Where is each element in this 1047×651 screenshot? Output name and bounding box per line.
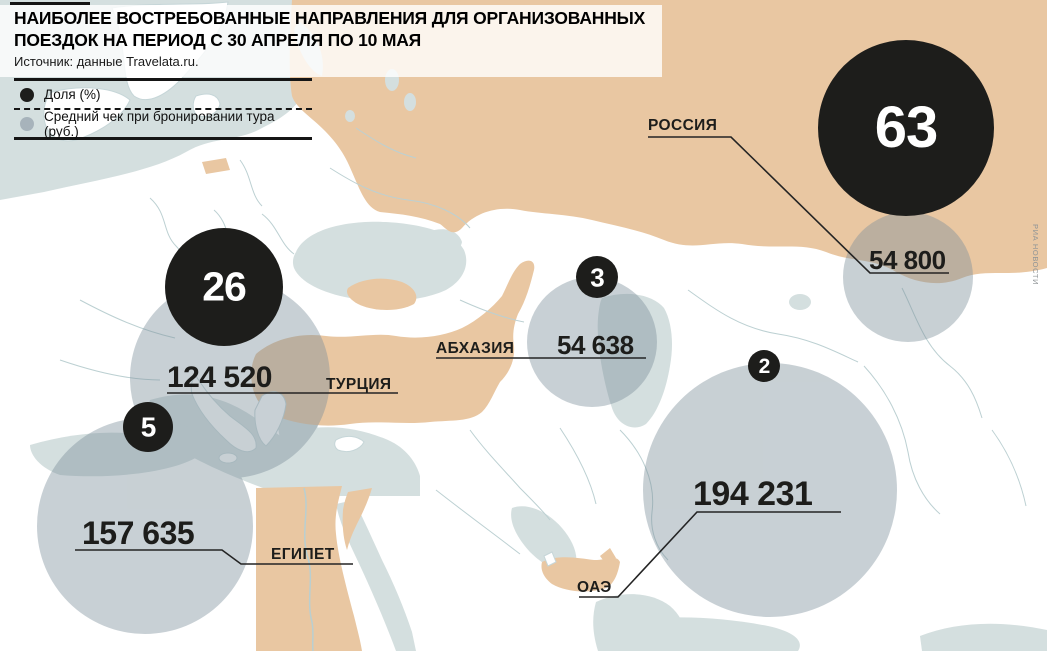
source-note: Источник: данные Travelata.ru. (14, 54, 199, 69)
egypt-check-circle (37, 418, 253, 634)
leader-lines (75, 136, 949, 598)
share-circles (123, 40, 994, 452)
avg-check-dot-icon (20, 116, 34, 131)
abkhazia-share-circle (576, 256, 618, 298)
uae-check-circle (643, 363, 897, 617)
white-peninsulas (190, 375, 557, 567)
legend-avg-check-label: Средний чек при бронировании тура (руб.) (44, 108, 275, 139)
uae-leader-line (579, 511, 841, 598)
russia-leader-line (648, 136, 949, 274)
egypt-share-circle (123, 402, 173, 452)
egypt-country-shape (256, 486, 372, 651)
abkhazia-check-circle (527, 277, 657, 407)
russia-avg-check: 54 800 (869, 245, 946, 275)
egypt-label: ЕГИПЕТ (271, 546, 335, 563)
share-dot-icon (20, 87, 34, 102)
egypt-share-value: 5 (140, 411, 157, 443)
turkey-country-shape (251, 260, 535, 426)
turkey-share-circle (165, 228, 283, 346)
turkey-share-value: 26 (202, 263, 247, 310)
title-line-2: ПОЕЗДОК НА ПЕРИОД С 30 АПРЕЛЯ ПО 10 МАЯ (14, 30, 422, 50)
turkey-check-circle (130, 278, 330, 478)
page-title: НАИБОЛЕЕ ВОСТРЕБОВАННЫЕ НАПРАВЛЕНИЯ ДЛЯ … (14, 7, 645, 51)
uae-label: ОАЭ (577, 579, 612, 596)
russia-share-circle (818, 40, 994, 216)
legend: Доля (%) Средний чек при бронировании ту… (14, 78, 312, 140)
legend-row-share: Доля (%) (14, 81, 312, 108)
abkhazia-label: АБХАЗИЯ (436, 340, 515, 357)
uae-country-shape (541, 548, 620, 592)
avg-check-circles (37, 212, 973, 634)
uae-share-circle (748, 350, 780, 382)
legend-row-avg-check: Средний чек при бронировании тура (руб.) (14, 108, 312, 139)
russia-label: РОССИЯ (648, 117, 718, 134)
uae-share-value: 2 (758, 355, 771, 379)
title-line-1: НАИБОЛЕЕ ВОСТРЕБОВАННЫЕ НАПРАВЛЕНИЯ ДЛЯ … (14, 8, 646, 28)
abkhazia-share-value: 3 (590, 262, 605, 293)
uae-avg-check: 194 231 (693, 475, 813, 513)
legend-share-label: Доля (%) (44, 87, 101, 102)
crimea-shape (347, 278, 417, 310)
kaliningrad-shape (202, 158, 230, 174)
turkey-avg-check: 124 520 (167, 361, 272, 394)
top-rule (10, 2, 90, 5)
russia-check-circle (843, 212, 973, 342)
egypt-avg-check: 157 635 (82, 515, 195, 551)
russia-share-value: 63 (874, 94, 939, 160)
egypt-leader-line (75, 549, 353, 565)
turkey-label: ТУРЦИЯ (326, 376, 392, 393)
header-backdrop (0, 5, 662, 77)
abkhazia-avg-check: 54 638 (557, 330, 634, 360)
agency-credit: РИА НОВОСТИ (1031, 224, 1040, 286)
